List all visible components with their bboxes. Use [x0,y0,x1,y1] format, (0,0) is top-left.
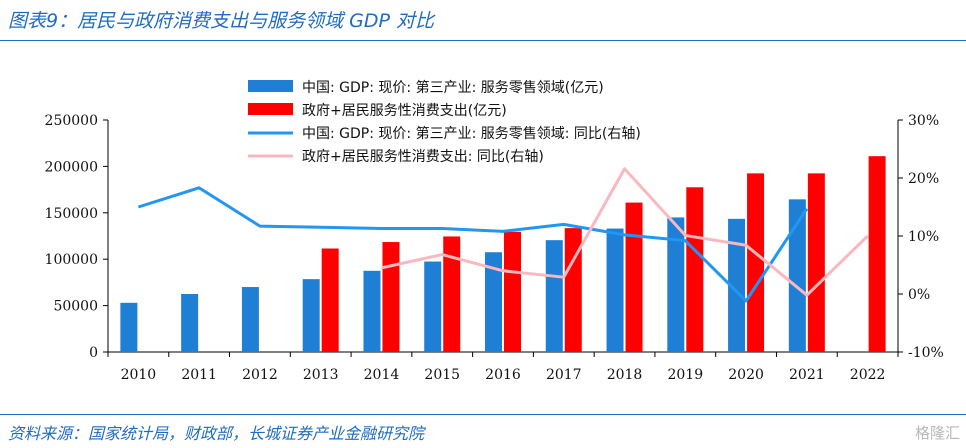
gdp-service-bar [363,270,381,352]
right-axis-tick-label: 30% [908,113,939,129]
left-axis-tick-label: 150000 [45,206,98,222]
legend-swatch [248,103,293,115]
gdp-service-yoy-line [137,186,809,303]
legend-swatch [248,80,293,92]
consumption-bar [382,242,400,352]
left-axis-tick-label: 100000 [45,252,98,268]
x-axis-tick-label: 2010 [121,367,157,383]
x-axis-tick-label: 2017 [546,367,582,383]
gdp-service-bar [728,218,746,352]
consumption-bar [504,231,521,352]
gdp-service-bar [545,240,563,352]
source-note: 资料来源：国家统计局，财政部，长城证券产业金融研究院 [8,424,425,443]
footer-divider [0,414,966,415]
consumption-bar [747,173,765,352]
x-axis-tick-label: 2022 [850,367,886,383]
x-axis-tick-label: 2012 [242,367,278,383]
chart-title: 图表9：居民与政府消费支出与服务领域 GDP 对比 [8,10,434,32]
x-axis-tick-label: 2011 [181,367,217,383]
x-axis-tick-label: 2014 [364,367,400,383]
legend-label: 政府+居民服务性消费支出(亿元) [302,103,507,119]
watermark-logo: 格隆汇 [914,424,960,442]
legend-label: 政府+居民服务性消费支出: 同比(右轴) [302,149,544,165]
right-axis-tick-label: 10% [908,229,939,245]
x-axis-tick-label: 2015 [424,367,460,383]
gdp-service-bar [788,199,806,352]
consumption-bar [868,156,886,352]
gdp-service-bar [302,279,320,352]
x-axis-tick-label: 2013 [303,367,339,383]
gdp-service-bar [241,287,259,352]
right-axis-tick-label: 20% [908,171,939,187]
consumption-bar [443,236,461,352]
x-axis-tick-label: 2020 [728,367,764,383]
x-axis-tick-label: 2018 [607,367,643,383]
left-axis-tick-label: 250000 [45,113,98,129]
legend-label: 中国: GDP: 现价: 第三产业: 服务零售领域: 同比(右轴) [302,125,641,142]
gdp-service-bar [606,228,624,352]
left-axis-tick-label: 200000 [45,159,98,175]
right-axis-tick-label: 0% [908,287,930,303]
gdp-service-bar [181,294,199,352]
gdp-service-bar [485,252,502,352]
left-axis-tick-label: 0 [89,345,98,361]
title-divider [0,40,966,41]
gdp-service-bar [424,261,442,352]
right-axis-tick-label: -10% [908,345,944,361]
legend-label: 中国: GDP: 现价: 第三产业: 服务零售领域(亿元) [302,79,604,96]
consumption-bar [321,248,339,352]
x-axis-tick-label: 2019 [667,367,703,383]
x-axis-tick-label: 2021 [789,367,825,383]
consumption-bar [564,228,582,352]
left-axis-tick-label: 50000 [53,299,98,315]
x-axis-tick-label: 2016 [485,367,521,383]
consumption-bar [625,202,643,352]
consumption-bar [807,173,825,352]
gdp-service-bar [667,217,685,352]
gdp-service-bar [120,302,138,352]
consumption-bar [686,187,704,352]
consumption-yoy-line [381,167,869,297]
